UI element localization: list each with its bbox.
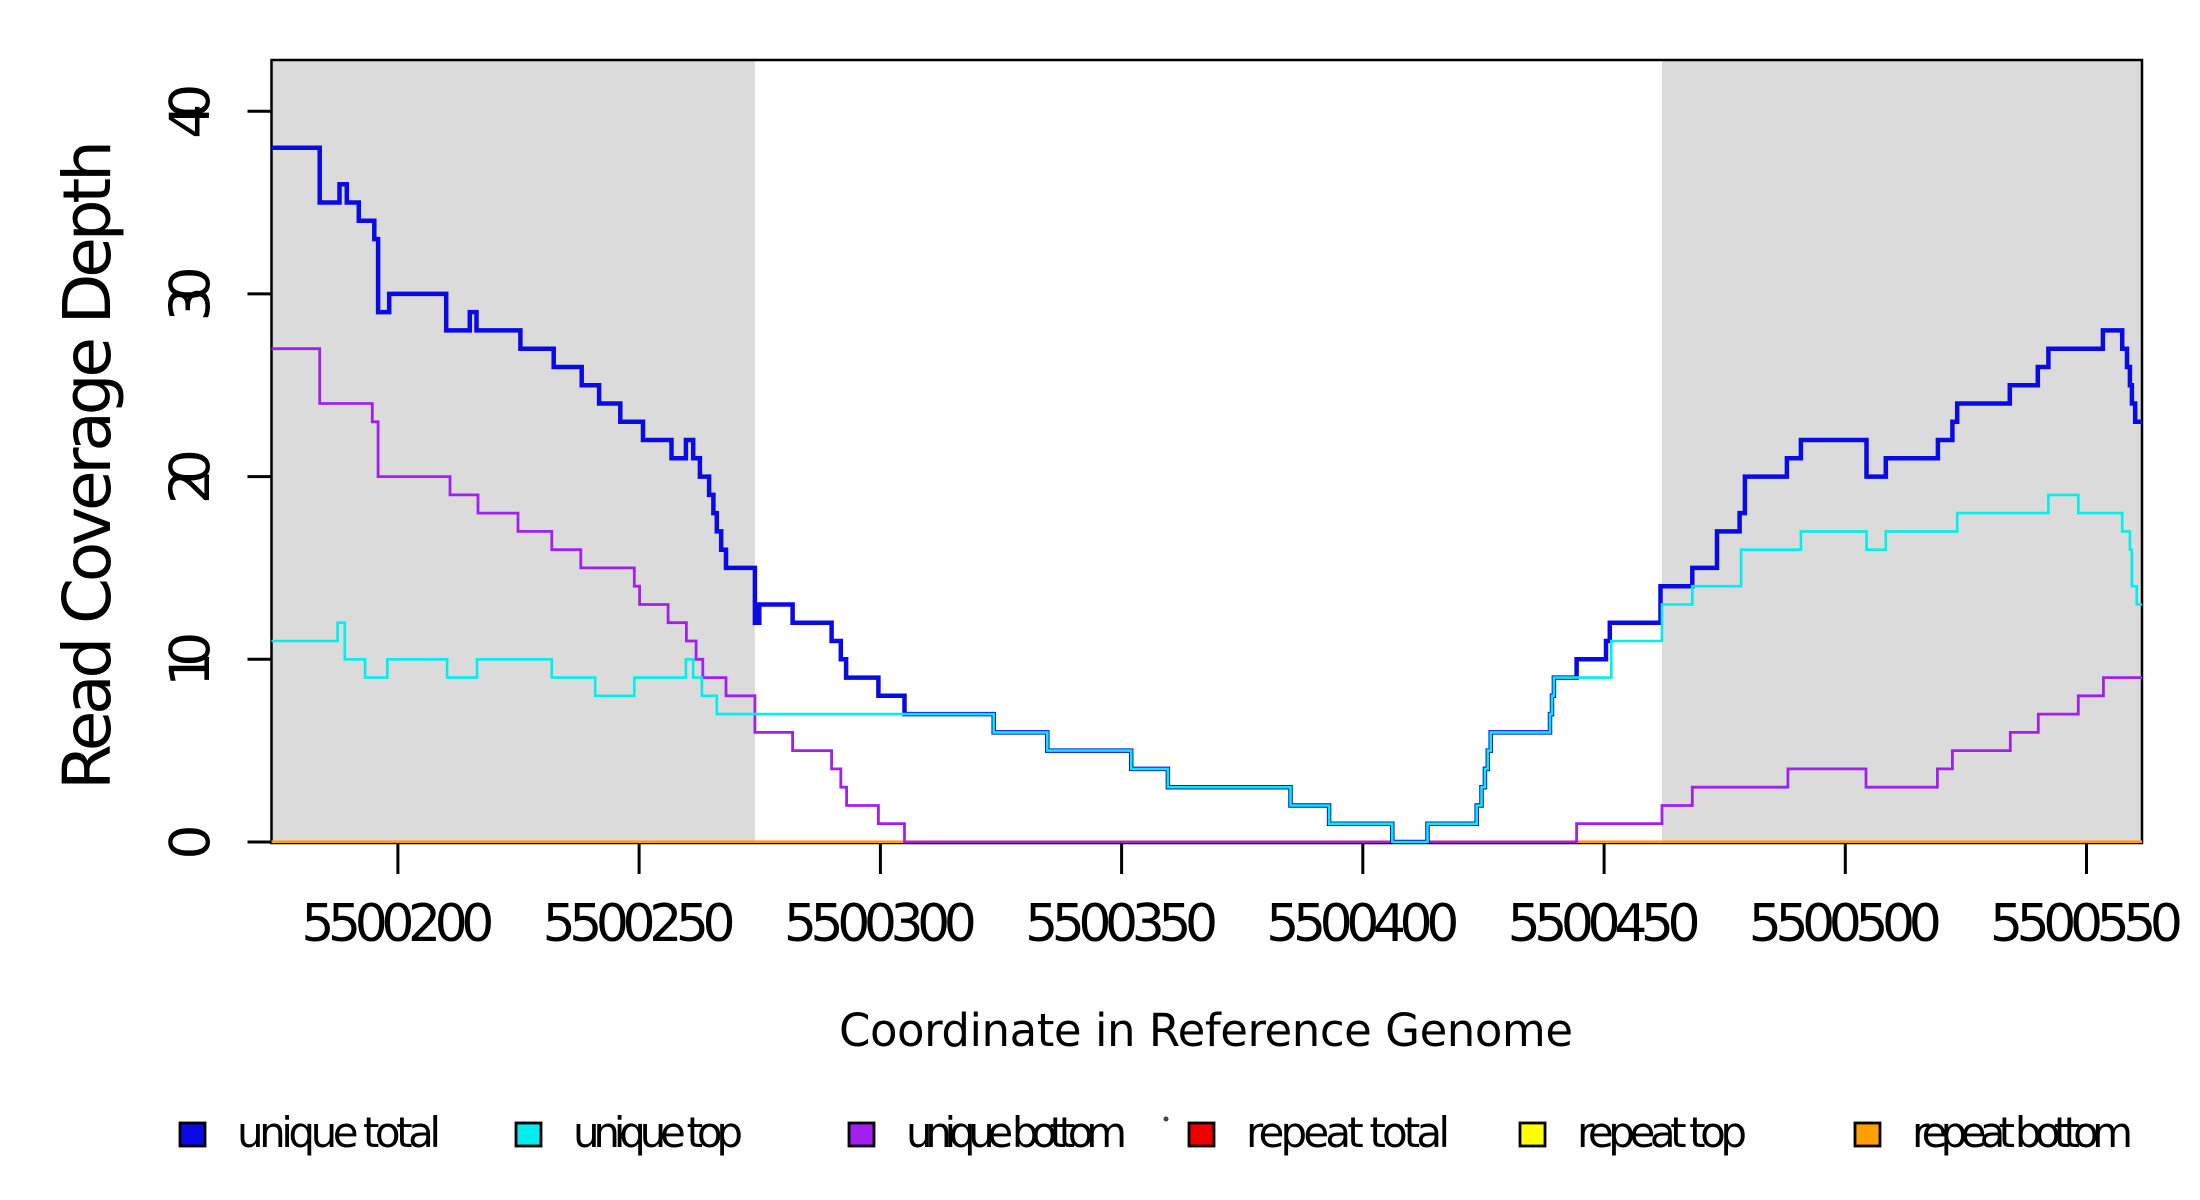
y-tick-label: 0 <box>158 825 222 860</box>
legend-item-unique-total: unique total <box>178 1108 441 1157</box>
series-layer <box>271 145 2142 843</box>
shaded-region-right <box>1662 60 2142 843</box>
series-unique-bottom-line <box>271 347 2142 843</box>
legend-item-repeat-top: repeat top <box>1518 1108 1747 1157</box>
legend-item-repeat-bottom: repeat bottom <box>1853 1108 2133 1157</box>
legend-swatch-repeat-top <box>1518 1121 1547 1148</box>
x-axis-title: Coordinate in Reference Genome <box>839 1004 1573 1057</box>
legend: unique total unique top unique bottom repea… <box>178 1108 2133 1157</box>
x-tick-label: 5500450 <box>1508 894 1701 954</box>
legend-label-unique-top: unique top <box>573 1108 743 1157</box>
x-tick-label: 5500350 <box>1025 894 1218 954</box>
shaded-region-left <box>271 60 755 843</box>
legend-swatch-unique-bottom <box>847 1121 876 1148</box>
x-tick-label: 5500200 <box>301 894 494 954</box>
stray-dot <box>1163 1116 1169 1122</box>
legend-swatch-repeat-total <box>1187 1121 1216 1148</box>
y-tick-label: 30 <box>158 266 222 321</box>
y-axis-title: Read Coverage Depth <box>49 140 126 790</box>
y-tick-label: 20 <box>158 449 222 504</box>
x-tick-label: 5500550 <box>1990 894 2183 954</box>
x-tick-label: 5500250 <box>543 894 736 954</box>
legend-label-repeat-bottom: repeat bottom <box>1912 1108 2133 1157</box>
x-tick-label: 5500500 <box>1749 894 1942 954</box>
y-tick-label: 10 <box>158 632 222 687</box>
legend-item-repeat-total: repeat total <box>1187 1108 1450 1157</box>
y-tick-label: 40 <box>158 84 222 139</box>
x-tick-label: 5500300 <box>784 894 977 954</box>
legend-label-unique-total: unique total <box>237 1108 441 1157</box>
legend-swatch-unique-total <box>178 1121 207 1148</box>
series-unique-top-line <box>271 493 2142 843</box>
x-tick-label: 5500400 <box>1266 894 1459 954</box>
legend-item-unique-bottom: unique bottom <box>847 1108 1127 1157</box>
legend-label-unique-bottom: unique bottom <box>906 1108 1127 1157</box>
legend-swatch-unique-top <box>514 1121 543 1148</box>
legend-label-repeat-top: repeat top <box>1577 1108 1747 1157</box>
legend-label-repeat-total: repeat total <box>1246 1108 1450 1157</box>
legend-swatch-repeat-bottom <box>1853 1121 1882 1148</box>
legend-item-unique-top: unique top <box>514 1108 743 1157</box>
